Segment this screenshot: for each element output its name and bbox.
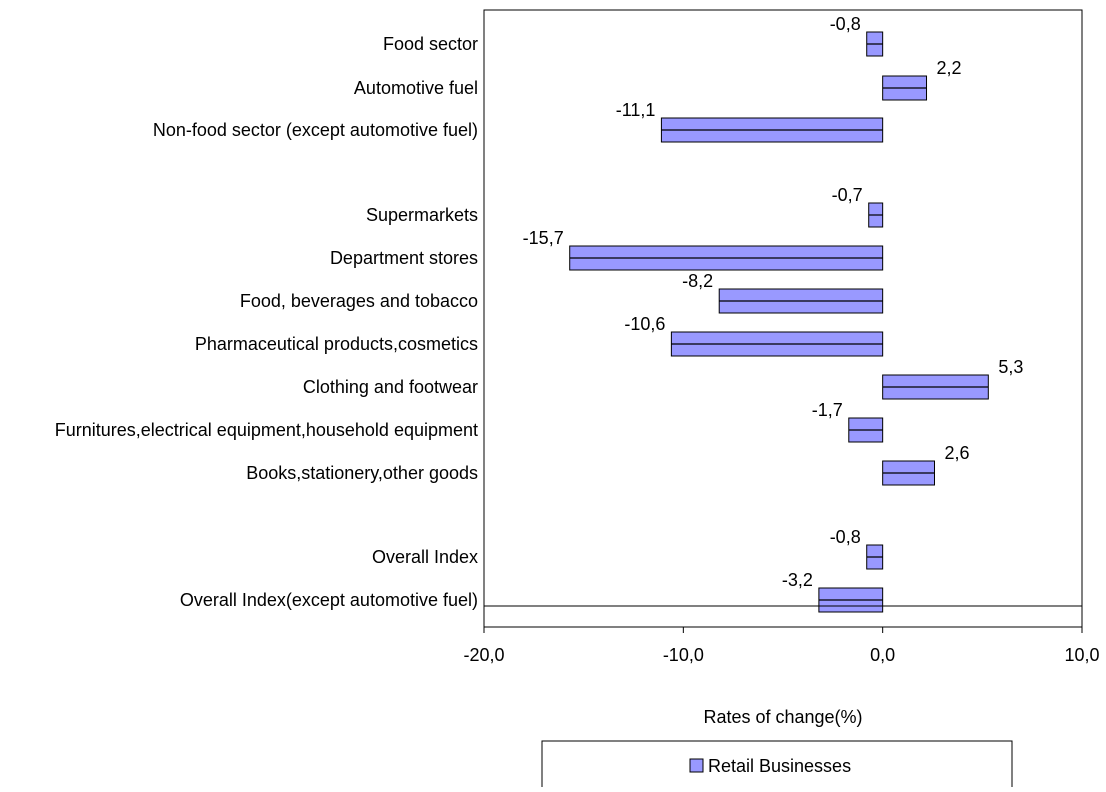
category-label: Overall Index(except automotive fuel) xyxy=(180,590,478,610)
x-tick-label: 0,0 xyxy=(870,645,895,665)
category-label: Books,stationery,other goods xyxy=(246,463,478,483)
x-tick-label: -20,0 xyxy=(463,645,504,665)
category-label: Non-food sector (except automotive fuel) xyxy=(153,120,478,140)
category-label: Food sector xyxy=(383,34,478,54)
plot-area xyxy=(483,9,1083,628)
category-labels: Food sector Automotive fuel Non-food secto… xyxy=(55,34,478,610)
category-label: Furnitures,electrical equipment,househol… xyxy=(55,420,478,440)
category-label: Clothing and footwear xyxy=(303,377,478,397)
x-axis-title: Rates of change(%) xyxy=(703,707,862,727)
data-label: -15,7 xyxy=(523,228,564,248)
data-label: -1,7 xyxy=(812,400,843,420)
legend: Retail Businesses xyxy=(541,740,1013,792)
data-label: -0,8 xyxy=(830,527,861,547)
category-label: Department stores xyxy=(330,248,478,268)
x-tick-label: -10,0 xyxy=(663,645,704,665)
category-label: Automotive fuel xyxy=(354,78,478,98)
data-label: 5,3 xyxy=(998,357,1023,377)
x-tick-label: 10,0 xyxy=(1064,645,1099,665)
data-label: -0,8 xyxy=(830,14,861,34)
data-label: 2,2 xyxy=(937,58,962,78)
data-label: -11,1 xyxy=(616,100,656,120)
data-label: -10,6 xyxy=(624,314,665,334)
category-label: Overall Index xyxy=(372,547,478,567)
data-label: -0,7 xyxy=(832,185,863,205)
legend-box xyxy=(541,740,1013,792)
legend-swatch xyxy=(689,758,704,773)
legend-label: Retail Businesses xyxy=(708,756,851,776)
x-axis-ticks: -20,0 -10,0 0,0 10,0 xyxy=(463,627,1100,665)
bars-layer: -0,8 2,2 -11,1 -0,7 -15,7 -8,2 -10,6 5,3 -1,7 2,6… xyxy=(523,14,1023,613)
data-label: 2,6 xyxy=(944,443,969,463)
data-label: -8,2 xyxy=(682,271,713,291)
data-label: -3,2 xyxy=(782,570,813,590)
category-label: Food, beverages and tobacco xyxy=(240,291,478,311)
category-label: Supermarkets xyxy=(366,205,478,225)
category-label: Pharmaceutical products,cosmetics xyxy=(195,334,478,354)
